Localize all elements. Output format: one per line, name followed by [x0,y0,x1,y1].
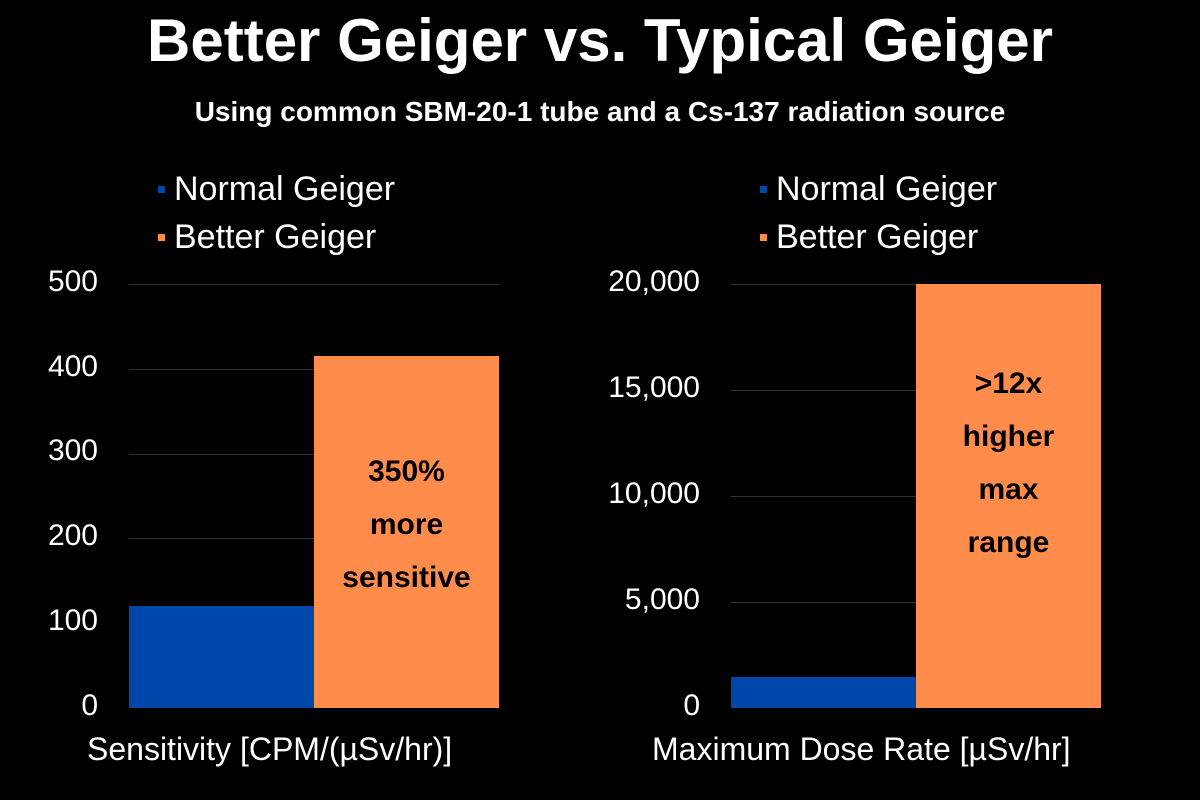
y-tick: 300 [47,434,98,467]
sensitivity-legend: Normal Geiger Better Geiger [158,165,395,261]
y-tick: 0 [81,689,98,722]
annotation-line: sensitive [342,561,471,594]
y-tick: 0 [683,689,700,722]
y-tick: 100 [47,604,98,637]
annotation-line: 350% [368,455,445,488]
sensitivity-plot-area: 350% more sensitive [129,284,499,708]
legend-swatch-normal [760,185,767,193]
slide-title: Better Geiger vs. Typical Geiger [147,7,1053,74]
x-axis-label: Sensitivity [CPM/(µSv/hr)] [87,731,453,767]
y-tick: 20,000 [608,265,700,298]
gridline [129,284,499,285]
slide-subtitle: Using common SBM-20-1 tube and a Cs-137 … [194,96,1006,127]
legend-item-better: Better Geiger [760,213,997,261]
legend-item-better: Better Geiger [158,213,395,261]
legend-swatch-better [158,233,165,241]
annotation-line: higher [962,420,1055,453]
bar-normal-geiger [731,677,916,708]
y-tick: 5,000 [624,583,700,616]
legend-label: Better Geiger [776,218,979,256]
legend-label: Better Geiger [174,218,377,256]
annotation-line: >12x [974,367,1043,400]
legend-swatch-normal [158,185,165,193]
y-tick: 10,000 [608,477,700,510]
y-tick: 500 [47,265,98,298]
annotation-line: more [369,508,444,541]
legend-label: Normal Geiger [776,170,998,208]
annotation-line: range [967,526,1050,559]
bar-better-geiger: 350% more sensitive [314,356,499,708]
dose-rate-plot-area: >12x higher max range [731,284,1101,708]
bar-annotation: >12x higher max range [916,357,1101,569]
bar-annotation: 350% more sensitive [314,445,499,604]
legend-item-normal: Normal Geiger [158,165,395,213]
y-tick: 15,000 [608,371,700,404]
annotation-line: max [978,473,1039,506]
bar-normal-geiger [129,606,314,708]
bar-better-geiger: >12x higher max range [916,284,1101,708]
legend-label: Normal Geiger [174,170,396,208]
legend-swatch-better [760,233,767,241]
dose-rate-legend: Normal Geiger Better Geiger [760,165,997,261]
legend-item-normal: Normal Geiger [760,165,997,213]
x-axis-label: Maximum Dose Rate [µSv/hr] [652,731,1071,767]
y-tick: 400 [47,350,98,383]
y-tick: 200 [47,519,98,552]
